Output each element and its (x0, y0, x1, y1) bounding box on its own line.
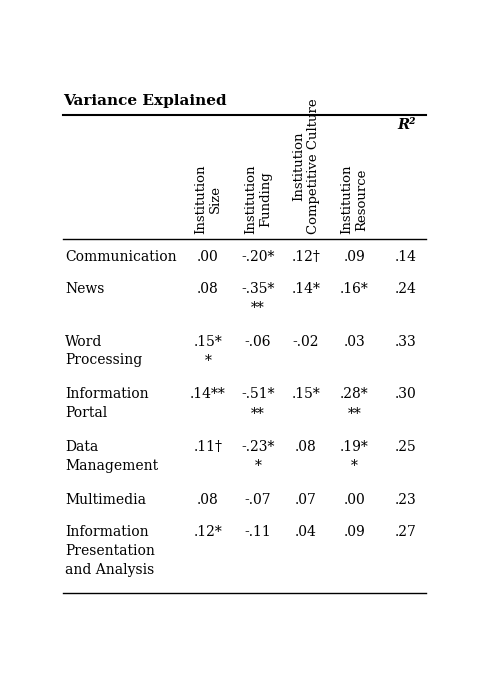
Text: R²: R² (397, 117, 415, 132)
Text: .09: .09 (343, 525, 365, 539)
Text: .16*: .16* (340, 282, 369, 295)
Text: News: News (65, 282, 105, 295)
Text: .23: .23 (395, 493, 417, 507)
Text: .09: .09 (343, 250, 365, 264)
Text: -.23*: -.23* (241, 441, 275, 454)
Text: .14**: .14** (190, 387, 226, 402)
Text: -.35*: -.35* (241, 282, 275, 295)
Text: -.06: -.06 (245, 335, 271, 349)
Text: Variance Explained: Variance Explained (64, 94, 227, 108)
Text: .11†: .11† (194, 441, 222, 454)
Text: Information
Portal: Information Portal (65, 387, 149, 420)
Text: .08: .08 (197, 493, 219, 507)
Text: .15*: .15* (194, 335, 222, 349)
Text: .15*: .15* (292, 387, 320, 402)
Text: .07: .07 (295, 493, 317, 507)
Text: .14*: .14* (292, 282, 321, 295)
Text: -.02: -.02 (293, 335, 319, 349)
Text: **: ** (251, 301, 265, 314)
Text: .12†: .12† (292, 250, 321, 264)
Text: -.51*: -.51* (241, 387, 275, 402)
Text: Communication: Communication (65, 250, 177, 264)
Text: .19*: .19* (340, 441, 369, 454)
Text: .28*: .28* (340, 387, 369, 402)
Text: Information
Presentation
and Analysis: Information Presentation and Analysis (65, 525, 155, 577)
Text: .08: .08 (197, 282, 219, 295)
Text: Institution
Size: Institution Size (194, 164, 222, 234)
Text: .25: .25 (395, 441, 417, 454)
Text: .33: .33 (395, 335, 417, 349)
Text: .30: .30 (395, 387, 417, 402)
Text: .00: .00 (343, 493, 365, 507)
Text: .03: .03 (343, 335, 365, 349)
Text: **: ** (348, 406, 361, 421)
Text: -.11: -.11 (245, 525, 272, 539)
Text: Multimedia: Multimedia (65, 493, 146, 507)
Text: .27: .27 (395, 525, 417, 539)
Text: Word
Processing: Word Processing (65, 335, 142, 368)
Text: -.20*: -.20* (241, 250, 275, 264)
Text: .24: .24 (395, 282, 417, 295)
Text: *: * (205, 353, 211, 368)
Text: Data
Management: Data Management (65, 441, 158, 473)
Text: .04: .04 (295, 525, 317, 539)
Text: *: * (254, 460, 261, 473)
Text: -.07: -.07 (245, 493, 271, 507)
Text: Institution
Competitive Culture: Institution Competitive Culture (292, 98, 320, 234)
Text: Institution
Resource: Institution Resource (340, 164, 368, 234)
Text: Institution
Funding: Institution Funding (244, 164, 272, 234)
Text: .14: .14 (395, 250, 417, 264)
Text: .00: .00 (197, 250, 219, 264)
Text: **: ** (251, 406, 265, 421)
Text: .08: .08 (295, 441, 317, 454)
Text: *: * (351, 460, 358, 473)
Text: .12*: .12* (194, 525, 222, 539)
